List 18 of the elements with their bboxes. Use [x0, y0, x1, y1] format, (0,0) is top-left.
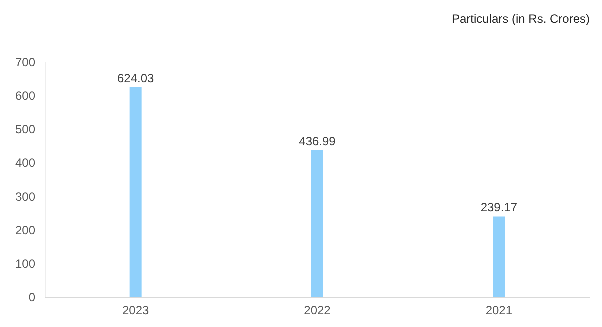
data-label: 436.99	[299, 134, 336, 148]
bar	[493, 216, 506, 297]
y-tick-label: 400	[15, 156, 36, 170]
y-tick-label: 700	[15, 56, 36, 70]
data-label: 239.17	[480, 200, 518, 215]
y-tick-label: 300	[15, 190, 36, 204]
y-tick-label: 600	[15, 89, 36, 104]
bar	[312, 150, 324, 297]
y-tick-label: 0	[28, 290, 36, 304]
x-tick-label: 2022	[304, 304, 332, 318]
data-label: 624.03	[117, 72, 155, 86]
y-tick-label: 500	[15, 122, 36, 137]
y-tick-label: 200	[15, 223, 36, 238]
chart-title: Particulars (in Rs. Crores)	[452, 12, 590, 26]
y-tick-label: 100	[15, 256, 36, 271]
x-tick-label: 2021	[486, 304, 513, 318]
x-tick-label: 2023	[122, 304, 150, 318]
bar	[130, 88, 142, 297]
